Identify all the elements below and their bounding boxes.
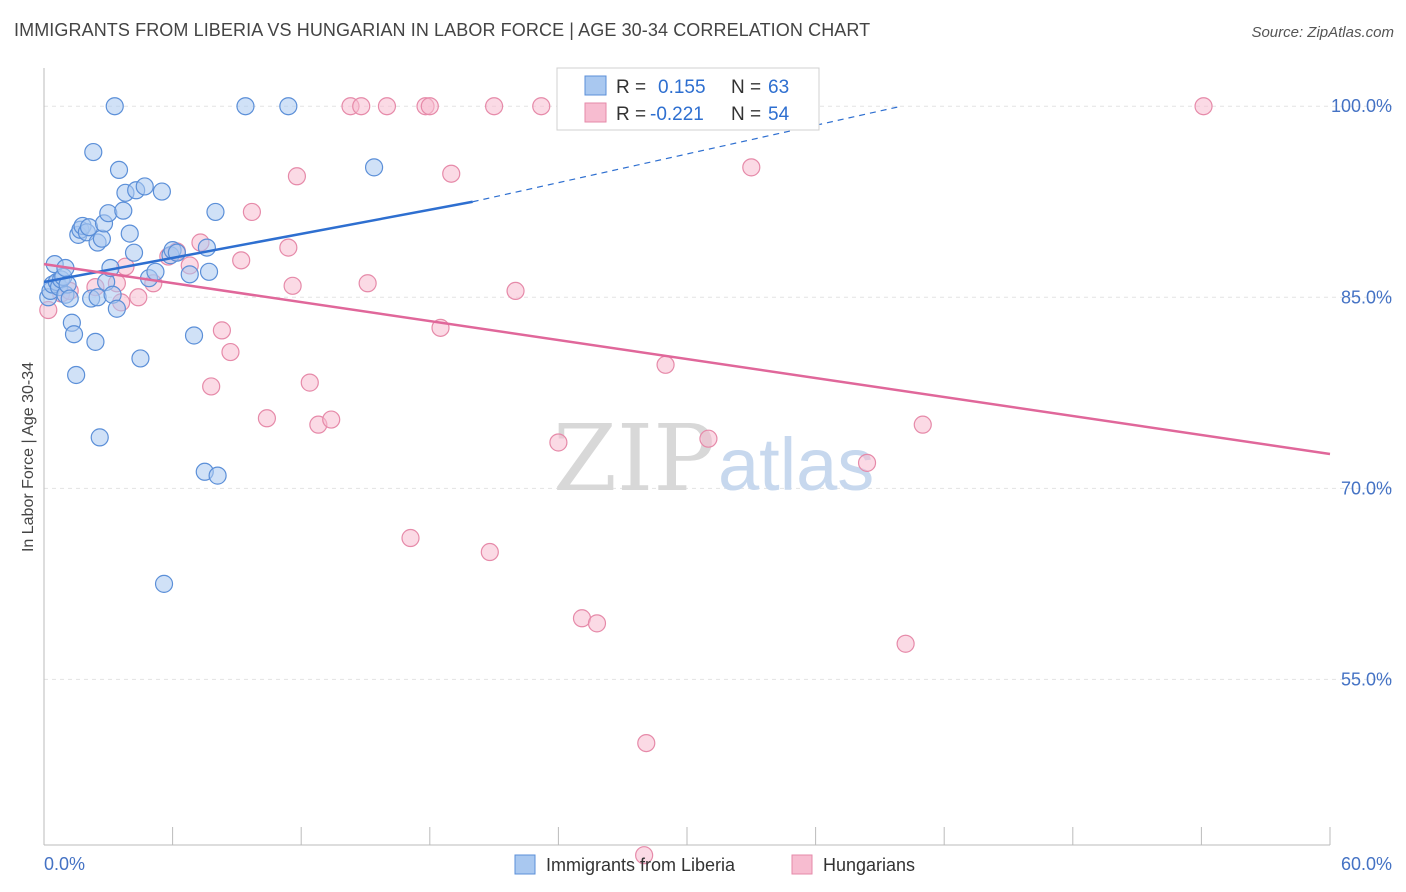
x-tick-marks <box>43 827 1331 845</box>
y-tick-label: 70.0% <box>1341 478 1392 498</box>
trend-lines <box>43 105 1331 456</box>
liberia-point <box>236 97 255 116</box>
hungarians-point <box>587 614 607 633</box>
hungarians-point <box>913 415 932 434</box>
hungarians-point <box>212 321 231 340</box>
liberia-point <box>67 365 86 385</box>
chart-title: IMMIGRANTS FROM LIBERIA VS HUNGARIAN IN … <box>14 20 871 40</box>
y-tick-label: 85.0% <box>1341 287 1392 307</box>
hungarians-point <box>637 733 656 753</box>
y-tick-label: 55.0% <box>1341 669 1392 689</box>
hungarians-point <box>857 453 877 472</box>
hungarians-point <box>358 274 377 293</box>
hungarians-point <box>287 167 307 186</box>
x-tick-label-max: 60.0% <box>1341 854 1392 874</box>
watermark-zip: ZIP <box>553 405 715 512</box>
source-label: Source: ZipAtlas.com <box>1251 24 1394 41</box>
hungarians-point <box>699 429 718 448</box>
hungarians-point <box>257 409 277 428</box>
bottom-legend-label-liberia: Immigrants from Liberia <box>546 855 736 875</box>
hungarians-point <box>485 97 504 116</box>
stats-legend: R = 0.155 N = 63 R = -0.221 N = 54 <box>556 67 820 131</box>
liberia-point <box>90 428 109 447</box>
hungarians-point <box>377 97 397 116</box>
hungarians-point <box>1194 97 1213 116</box>
liberia-point <box>208 466 227 485</box>
legend-n-value-liberia: 63 <box>768 77 789 98</box>
liberia-point <box>105 97 124 116</box>
liberia-point <box>86 332 105 351</box>
liberia-point <box>206 202 225 222</box>
liberia-point <box>107 299 126 318</box>
liberia-point <box>135 177 154 196</box>
liberia-point <box>64 325 84 344</box>
liberia-point <box>279 97 298 116</box>
y-tick-label: 100.0% <box>1331 96 1392 116</box>
series-liberia-points <box>39 97 384 593</box>
liberia-point <box>184 326 204 345</box>
liberia-point <box>146 262 165 281</box>
liberia-point <box>364 158 384 177</box>
legend-r-label-hungarians: R = <box>616 104 646 125</box>
liberia-point <box>154 574 174 593</box>
hungarians-point <box>420 97 439 116</box>
legend-swatch-liberia <box>584 75 607 96</box>
bottom-legend-swatch-liberia <box>514 854 536 875</box>
liberia-point <box>120 224 139 243</box>
liberia-point <box>84 142 103 162</box>
liberia-point <box>199 262 219 281</box>
watermark-atlas: atlas <box>718 423 874 506</box>
hungarians-point <box>401 528 420 548</box>
hungarians-point <box>279 238 298 257</box>
hungarians-point <box>656 355 675 374</box>
liberia-trend-line <box>43 200 473 284</box>
hungarians-point <box>202 377 221 396</box>
liberia-trend-extension <box>472 105 902 203</box>
hungarians-point <box>221 342 240 362</box>
hungarians-point <box>480 542 499 562</box>
liberia-point <box>131 349 150 368</box>
liberia-point <box>92 229 111 248</box>
legend-r-value-liberia: 0.155 <box>658 77 706 98</box>
y-tick-labels: 100.0% 85.0% 70.0% 55.0% <box>1331 96 1392 689</box>
y-axis-label: In Labor Force | Age 30-34 <box>20 362 37 552</box>
hungarians-point <box>322 410 341 429</box>
liberia-point <box>99 204 118 223</box>
hungarians-point <box>549 433 568 452</box>
legend-n-label-hungarians: N = <box>731 104 761 125</box>
hungarians-point <box>242 202 262 222</box>
legend-swatch-hungarians <box>584 102 607 123</box>
bottom-legend-swatch-hungarians <box>791 854 813 875</box>
grid-lines <box>44 105 1392 680</box>
legend-r-label-liberia: R = <box>616 77 646 98</box>
hungarians-point <box>896 634 915 653</box>
hungarians-point <box>532 97 551 116</box>
liberia-point <box>88 288 107 307</box>
hungarians-point <box>352 97 371 116</box>
liberia-point <box>152 182 171 201</box>
liberia-point <box>180 265 199 284</box>
hungarians-point <box>129 288 148 307</box>
x-tick-label-min: 0.0% <box>44 854 85 874</box>
hungarians-point <box>442 164 461 183</box>
bottom-legend-label-hungarians: Hungarians <box>823 855 915 875</box>
hungarians-point <box>506 281 525 301</box>
hungarians-point <box>300 373 319 392</box>
hungarians-trend-line <box>43 262 1331 456</box>
liberia-point <box>114 201 133 220</box>
hungarians-point <box>232 251 251 270</box>
hungarians-point <box>742 158 761 177</box>
hungarians-point <box>635 846 654 865</box>
bottom-legend: Immigrants from Liberia Hungarians <box>514 854 915 875</box>
liberia-point <box>109 160 129 180</box>
legend-r-value-hungarians: -0.221 <box>650 104 704 125</box>
legend-n-label-liberia: N = <box>731 77 761 98</box>
liberia-point <box>124 243 144 262</box>
liberia-point <box>60 289 79 308</box>
hungarians-point <box>283 276 302 295</box>
legend-n-value-hungarians: 54 <box>768 104 790 125</box>
